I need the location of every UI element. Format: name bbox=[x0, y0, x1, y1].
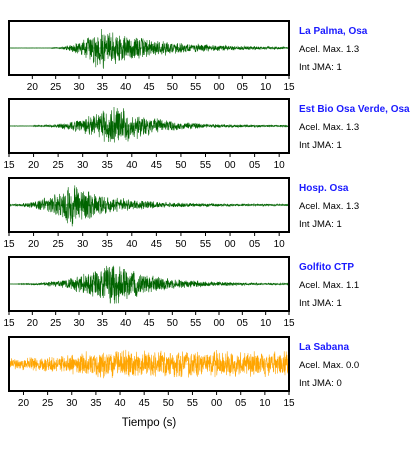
seismogram-panel: 15 20 25 30 35 40 45 50 55 00 05 10 Hosp. Osa Acel. M… bbox=[3, 177, 359, 250]
jma-intensity-label: Int JMA: 1 bbox=[299, 219, 342, 230]
max-acceleration-label: Acel. Max. 1.3 bbox=[299, 44, 359, 55]
x-tick-label: 25 bbox=[53, 160, 65, 171]
max-acceleration-label: Acel. Max. 1.3 bbox=[299, 201, 359, 212]
x-tick-label: 10 bbox=[274, 160, 286, 171]
x-tick-label: 15 bbox=[3, 318, 15, 329]
x-tick-label: 30 bbox=[77, 160, 89, 171]
x-tick-label: 05 bbox=[235, 398, 247, 409]
x-tick-label: 30 bbox=[73, 318, 85, 329]
x-tick-label: 35 bbox=[90, 398, 102, 409]
x-tick-label: 20 bbox=[27, 82, 39, 93]
x-tick-label: 15 bbox=[283, 318, 295, 329]
max-acceleration-label: Acel. Max. 1.3 bbox=[299, 122, 359, 133]
station-name: La Palma, Osa bbox=[299, 26, 368, 37]
waveform-trace bbox=[9, 28, 289, 69]
x-tick-label: 45 bbox=[151, 160, 163, 171]
x-tick-label: 10 bbox=[260, 318, 272, 329]
station-name: La Sabana bbox=[299, 342, 349, 353]
x-tick-label: 40 bbox=[120, 318, 132, 329]
x-tick-label: 15 bbox=[3, 239, 15, 250]
max-acceleration-label: Acel. Max. 0.0 bbox=[299, 360, 359, 371]
x-tick-label: 15 bbox=[283, 82, 295, 93]
x-tick-label: 00 bbox=[211, 398, 223, 409]
waveform-trace bbox=[9, 185, 289, 227]
x-tick-label: 25 bbox=[53, 239, 65, 250]
x-tick-label: 10 bbox=[259, 398, 271, 409]
panel-frame bbox=[8, 336, 290, 392]
x-tick-label: 55 bbox=[190, 318, 202, 329]
waveform-trace bbox=[9, 106, 289, 143]
x-tick-label: 35 bbox=[102, 160, 114, 171]
x-tick-label: 35 bbox=[97, 318, 109, 329]
x-tick-label: 05 bbox=[237, 318, 249, 329]
waveform-trace bbox=[9, 265, 289, 304]
x-tick-label: 15 bbox=[3, 160, 15, 171]
x-tick-label: 50 bbox=[167, 82, 179, 93]
x-tick-label: 30 bbox=[77, 239, 89, 250]
x-tick-label: 25 bbox=[50, 82, 62, 93]
jma-intensity-label: Int JMA: 1 bbox=[299, 62, 342, 73]
x-tick-label: 20 bbox=[28, 239, 40, 250]
x-tick-label: 00 bbox=[224, 239, 236, 250]
x-tick-label: 40 bbox=[114, 398, 126, 409]
x-tick-label: 20 bbox=[27, 318, 39, 329]
x-tick-label: 35 bbox=[97, 82, 109, 93]
x-tick-label: 30 bbox=[66, 398, 78, 409]
x-tick-label: 40 bbox=[120, 82, 132, 93]
x-tick-label: 05 bbox=[249, 239, 261, 250]
x-tick-label: 40 bbox=[126, 239, 138, 250]
x-tick-label: 55 bbox=[190, 82, 202, 93]
station-name: Golfito CTP bbox=[299, 262, 354, 273]
x-tick-label: 25 bbox=[42, 398, 54, 409]
x-tick-label: 00 bbox=[224, 160, 236, 171]
panel-frame bbox=[8, 177, 290, 233]
seismogram-panel: 15 20 25 30 35 40 45 50 55 00 05 10 Est Bio Osa Verd… bbox=[3, 98, 410, 171]
x-tick-label: 05 bbox=[237, 82, 249, 93]
jma-intensity-label: Int JMA: 1 bbox=[299, 140, 342, 151]
x-tick-label: 05 bbox=[249, 160, 261, 171]
x-tick-label: 50 bbox=[175, 239, 187, 250]
x-tick-label: 45 bbox=[139, 398, 151, 409]
x-tick-label: 50 bbox=[167, 318, 179, 329]
x-tick-label: 10 bbox=[260, 82, 272, 93]
seismogram-panel: 15 20 25 30 35 40 45 50 55 00 05 10 15 Golfito CTP Ace… bbox=[3, 256, 359, 329]
x-tick-label: 00 bbox=[213, 318, 225, 329]
x-tick-label: 55 bbox=[187, 398, 199, 409]
seismogram-panel: 20 25 30 35 40 45 50 55 00 05 10 15 La Sabana Acel. M… bbox=[8, 336, 359, 409]
x-tick-label: 20 bbox=[28, 160, 40, 171]
x-tick-label: 45 bbox=[151, 239, 163, 250]
x-tick-label: 00 bbox=[213, 82, 225, 93]
x-tick-label: 50 bbox=[175, 160, 187, 171]
x-tick-label: 10 bbox=[274, 239, 286, 250]
x-tick-label: 50 bbox=[163, 398, 175, 409]
seismogram-panel: 20 25 30 35 40 45 50 55 00 05 10 15 La Palma, Osa Ace… bbox=[8, 20, 368, 93]
x-tick-label: 40 bbox=[126, 160, 138, 171]
x-tick-label: 55 bbox=[200, 239, 212, 250]
x-tick-label: 45 bbox=[143, 318, 155, 329]
x-tick-label: 15 bbox=[283, 398, 295, 409]
x-tick-label: 45 bbox=[143, 82, 155, 93]
x-tick-label: 55 bbox=[200, 160, 212, 171]
waveform-trace bbox=[9, 349, 289, 379]
x-axis-title: Tiempo (s) bbox=[122, 417, 177, 429]
x-tick-label: 35 bbox=[102, 239, 114, 250]
panel-frame bbox=[8, 98, 290, 154]
x-tick-label: 30 bbox=[73, 82, 85, 93]
station-name: Est Bio Osa Verde, Osa bbox=[299, 104, 410, 115]
x-tick-label: 25 bbox=[50, 318, 62, 329]
x-tick-label: 20 bbox=[18, 398, 30, 409]
max-acceleration-label: Acel. Max. 1.1 bbox=[299, 280, 359, 291]
jma-intensity-label: Int JMA: 1 bbox=[299, 298, 342, 309]
station-name: Hosp. Osa bbox=[299, 183, 349, 194]
jma-intensity-label: Int JMA: 0 bbox=[299, 378, 342, 389]
